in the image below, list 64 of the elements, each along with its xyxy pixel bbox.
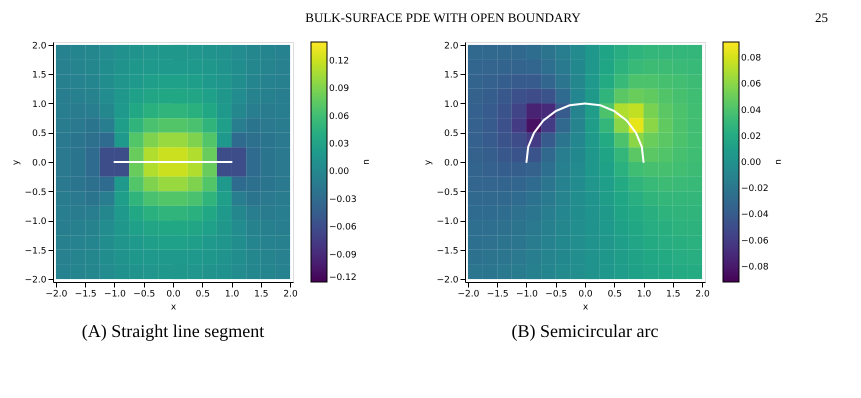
color-bar-label: 0.02 [741,132,762,142]
x-tick-label: 0.5 [196,290,210,300]
y-tick-label: −0.5 [436,188,458,198]
color-bar-label: −0.04 [741,210,769,220]
color-bar-label: −0.06 [329,222,357,233]
y-tick-label: 1.5 [444,70,458,81]
y-tick-label: 2.0 [32,41,47,52]
y-tick-label: 2.0 [444,41,459,52]
x-axis-title: x [582,302,589,312]
x-tick-label: 2.0 [695,290,710,300]
y-tick-label: −1.5 [24,246,46,256]
y-tick-label: 1.0 [32,100,47,110]
text: 25 [815,10,828,25]
x-tick-label: 0.0 [578,290,593,300]
x-tick-label: −1.0 [516,290,538,300]
y-tick-label: −1.0 [436,217,459,228]
y-tick-label: −1.0 [24,217,47,228]
y-tick-label: −0.5 [24,188,46,198]
text: BULK-SURFACE PDE WITH OPEN BOUNDARY [305,10,582,25]
x-tick-label: 0.0 [166,290,181,300]
y-tick-label: 0.5 [444,129,458,140]
color-bar-label: −0.12 [329,273,357,283]
color-bar-label: 0.06 [741,80,762,90]
y-tick-label: 0.5 [32,129,46,140]
color-bar-label: 0.04 [741,106,762,116]
color-bar-label: 0.00 [741,158,762,168]
x-tick-label: −1.5 [486,290,509,300]
x-tick-label: 1.5 [666,290,680,300]
y-tick-label: −2.0 [436,276,459,286]
color-bar-label: −0.08 [741,262,769,272]
x-tick-label: −2.0 [457,290,480,300]
color-bar-label: −0.06 [741,236,769,246]
color-bar-label: 0.03 [329,140,350,150]
x-tick-label: 2.0 [283,290,298,300]
x-axis-title: x [170,302,177,312]
x-tick-label: 1.0 [224,290,240,300]
color-bar-label: 0.06 [329,112,350,122]
y-axis-title: y [12,159,22,166]
color-bar-label: 0.12 [329,56,350,66]
y-tick-label: 0.0 [32,158,47,168]
color-bar-label: −0.02 [741,184,769,194]
y-tick-label: 0.0 [444,158,459,168]
color-bar-title: u [361,159,371,165]
y-tick-label: −1.5 [436,246,458,256]
x-tick-label: −2.0 [45,290,68,300]
color-bar-label: 0.08 [741,54,762,64]
color-bar-label: 0.00 [329,167,350,178]
x-tick-label: −0.5 [545,290,568,300]
color-bar-title: u [773,159,783,165]
color-bar-label: −0.09 [329,250,357,260]
y-axis-title: y [424,159,434,166]
y-tick-label: 1.5 [32,70,46,81]
x-tick-label: −0.5 [133,290,156,300]
color-bar-label: −0.03 [329,194,357,205]
text: (A) Straight line segment [82,321,264,341]
y-tick-label: −2.0 [24,276,47,286]
text: (B) Semicircular arc [512,321,658,341]
x-tick-label: −1.0 [104,290,126,300]
x-tick-label: 0.5 [608,290,622,300]
color-bar-label: 0.09 [329,84,350,94]
x-tick-label: 1.5 [254,290,268,300]
x-tick-label: −1.5 [74,290,97,300]
y-tick-label: 1.0 [444,100,459,110]
x-tick-label: 1.0 [636,290,652,300]
